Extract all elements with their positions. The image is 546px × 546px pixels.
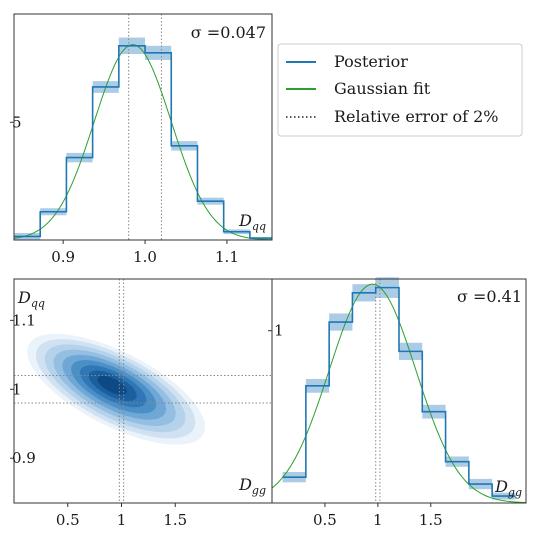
dqq-histogram-frame: [13, 13, 273, 241]
dqq-label-base: D: [238, 211, 252, 230]
p1-x-tick-label-0: 0.9: [51, 248, 75, 266]
p1-y-tick-label-0: 5: [12, 113, 22, 131]
joint-y-tick-label-2: 1.1: [12, 311, 36, 329]
legend-label-posterior: Posterior: [334, 52, 408, 71]
joint-density-ticks: 0.5 1 1.5 0.9 1 1.1: [10, 311, 187, 529]
legend-label-gaussian: Gaussian fit: [334, 79, 431, 98]
dgg-axis-label: Dgg: [494, 477, 522, 499]
dgg-histogram-ticks: 0.5 1 1.5 1: [268, 322, 443, 529]
dqq-histogram-ticks: 0.9 1.0 1.1 5: [10, 113, 239, 266]
dqq-uncertainty-bands: [14, 37, 272, 240]
p1-x-tick-label-2: 1.1: [215, 248, 239, 266]
p1-x-tick-label-1: 1.0: [133, 248, 157, 266]
dgg-label-sub: gg: [508, 486, 522, 499]
joint-ylabel-sub: qq: [31, 297, 45, 310]
dqq-histogram-panel: 0.9 1.0 1.1 5 σ =0.047 Dqq: [10, 13, 273, 266]
joint-x-tick-label-1: 1: [117, 511, 127, 529]
p3-y-tick-label-0: 1: [274, 322, 284, 340]
dqq-axis-label: Dqq: [238, 211, 266, 233]
dgg-histogram-frame: [271, 278, 527, 504]
legend: Posterior Gaussian fit Relative error of…: [277, 43, 523, 137]
dqq-label-sub: qq: [252, 220, 266, 233]
joint-y-tick-label-0: 0.9: [12, 449, 36, 467]
dgg-reference-lines: [375, 279, 381, 503]
legend-box: [277, 43, 523, 137]
joint-xlabel-sub: gg: [252, 484, 266, 497]
legend-label-relative-error: Relative error of 2%: [334, 107, 498, 126]
joint-x-tick-label-0: 0.5: [56, 511, 80, 529]
dgg-sigma-annotation: σ =0.41: [457, 287, 522, 306]
p3-x-tick-label-0: 0.5: [313, 511, 337, 529]
joint-density-panel: 0.5 1 1.5 0.9 1 1.1 Dqq Dgg: [10, 278, 273, 529]
dgg-histogram-panel: 0.5 1 1.5 1 σ =0.41 Dgg: [268, 277, 527, 529]
joint-density-contours: [27, 333, 206, 445]
dqq-posterior-step-line: [14, 44, 272, 239]
joint-x-tick-label-2: 1.5: [163, 511, 187, 529]
dqq-sigma-annotation: σ =0.047: [191, 23, 266, 42]
joint-xlabel-base: D: [238, 475, 252, 494]
dqq-reference-lines: [128, 14, 162, 240]
joint-x-axis-label: Dgg: [238, 475, 266, 497]
joint-reference-lines: [14, 279, 272, 503]
joint-ylabel-base: D: [17, 288, 31, 307]
dgg-label-base: D: [494, 477, 508, 496]
p3-x-tick-label-1: 1: [373, 511, 383, 529]
joint-y-axis-label: Dqq: [17, 288, 45, 310]
dgg-posterior-step-line: [282, 286, 516, 497]
p3-x-tick-label-2: 1.5: [419, 511, 443, 529]
joint-density-contour-level-8: [97, 375, 127, 395]
joint-y-tick-label-1: 1: [12, 380, 22, 398]
